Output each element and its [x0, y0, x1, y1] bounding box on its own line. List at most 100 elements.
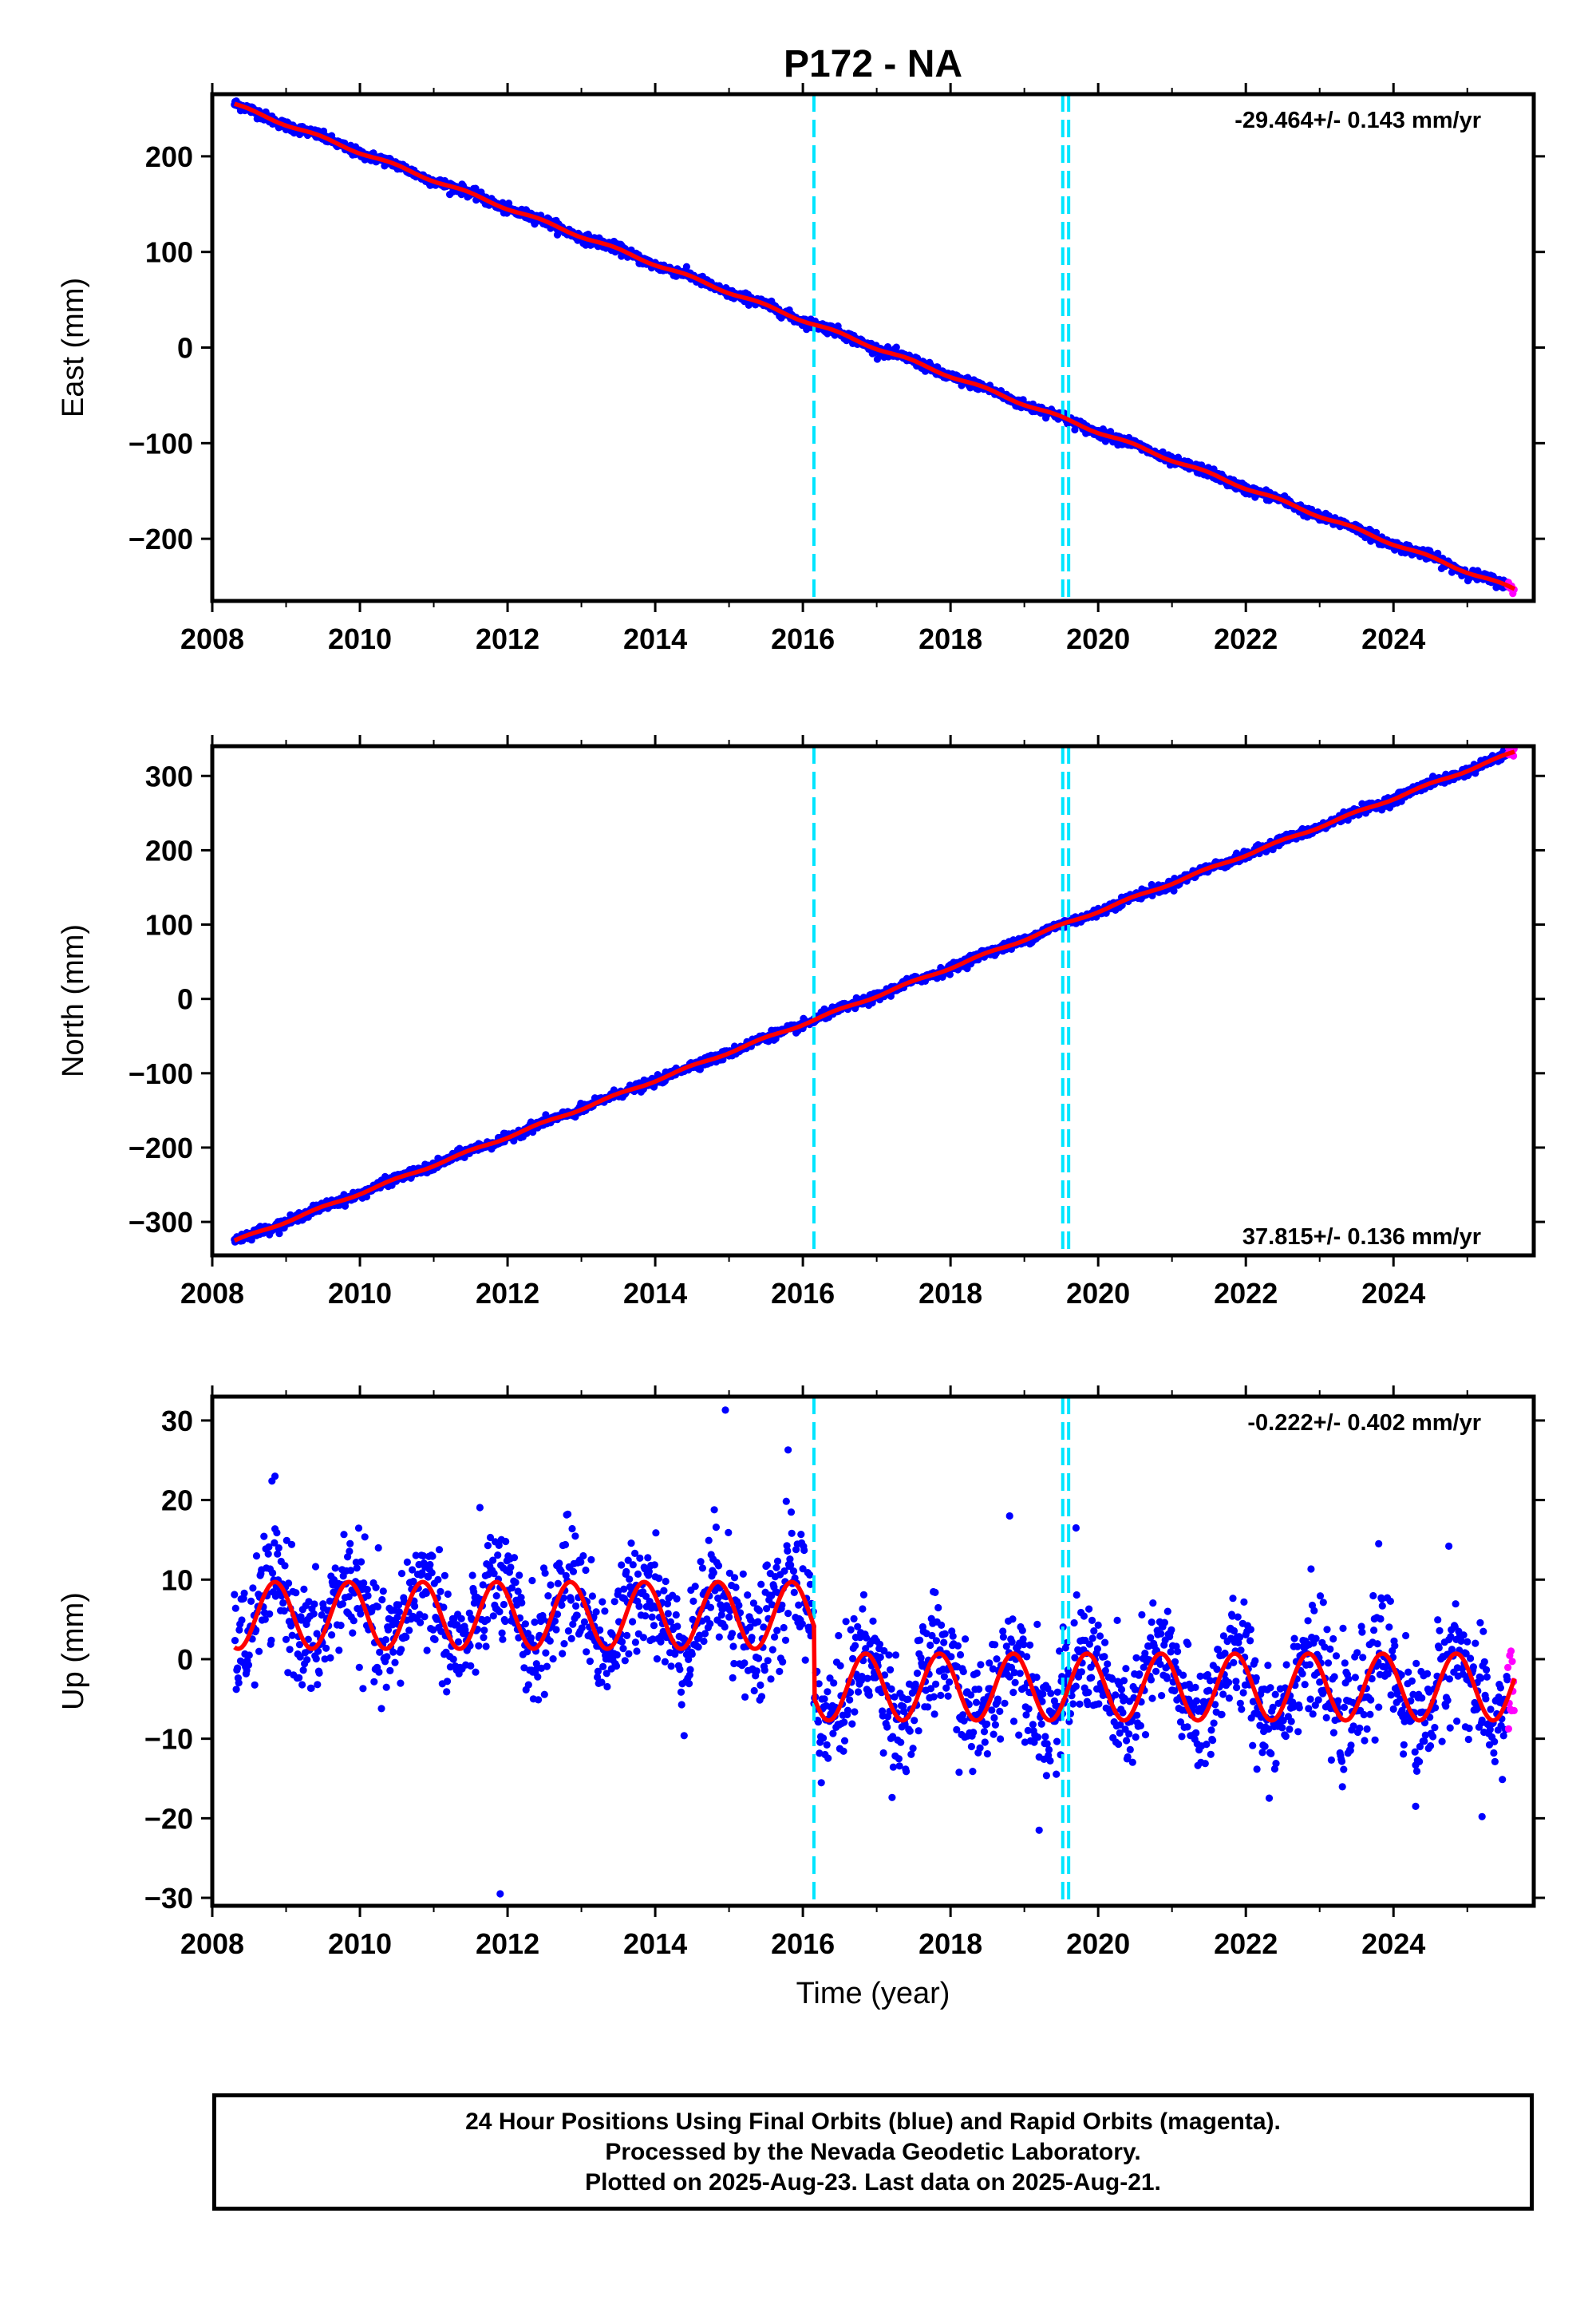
x-tick-label: 2018	[918, 622, 982, 655]
final-orbit-point	[706, 1603, 715, 1611]
final-orbit-point	[373, 1603, 381, 1611]
final-orbit-point	[285, 1579, 293, 1587]
final-orbit-point	[255, 1647, 263, 1655]
final-orbit-point	[689, 1597, 697, 1605]
final-orbit-point	[490, 1570, 498, 1578]
final-orbit-point	[244, 1661, 253, 1669]
final-orbit-point	[314, 1681, 322, 1689]
final-orbit-point	[234, 1664, 242, 1672]
x-tick-label: 2020	[1066, 622, 1130, 655]
final-orbit-point	[494, 1551, 502, 1559]
final-orbit-point	[680, 1732, 688, 1740]
final-orbit-point	[249, 1584, 257, 1592]
final-orbit-point	[568, 1524, 576, 1533]
final-orbit-point	[275, 1230, 283, 1238]
final-orbit-point	[650, 1622, 658, 1630]
final-orbit-point	[629, 1618, 637, 1626]
final-orbit-point	[231, 1591, 239, 1599]
final-orbit-point	[710, 1506, 718, 1514]
final-orbit-point	[682, 263, 691, 271]
final-orbit-point	[691, 1583, 699, 1591]
final-orbit-point	[612, 1662, 621, 1670]
x-tick-label: 2022	[1214, 1277, 1278, 1310]
final-orbit-point	[231, 1637, 239, 1645]
final-orbit-point	[429, 1552, 437, 1560]
final-orbit-point	[564, 1627, 573, 1635]
x-tick-label: 2010	[328, 1277, 392, 1310]
final-orbit-point	[397, 1646, 405, 1654]
final-orbit-point	[238, 1616, 246, 1624]
final-orbit-point	[528, 1576, 536, 1585]
final-orbit-point	[359, 1685, 367, 1693]
final-orbit-point	[303, 1656, 311, 1664]
final-orbit-point	[698, 1564, 707, 1572]
final-orbit-point	[518, 1599, 526, 1607]
final-orbit-point	[288, 1631, 296, 1639]
x-tick-label: 2018	[918, 1277, 982, 1310]
final-orbit-point	[544, 1592, 552, 1600]
final-orbit-point	[382, 1683, 390, 1691]
final-orbit-point	[300, 1585, 308, 1593]
final-orbit-point	[245, 1651, 253, 1659]
final-orbit-point	[353, 1564, 361, 1572]
final-orbit-point	[350, 1617, 358, 1625]
final-orbit-point	[648, 1613, 656, 1621]
final-orbit-point	[678, 1701, 685, 1709]
final-orbit-point	[664, 1610, 672, 1618]
final-orbit-point	[498, 1629, 506, 1637]
final-orbit-point	[467, 1662, 475, 1670]
final-orbit-point	[601, 1607, 609, 1615]
final-orbit-point	[653, 1655, 662, 1663]
final-orbit-point	[381, 1636, 389, 1644]
final-orbit-point	[629, 1561, 637, 1569]
final-orbit-point	[269, 1569, 277, 1577]
final-orbit-point	[383, 1653, 391, 1661]
final-orbit-point	[484, 1616, 492, 1624]
final-orbit-point	[705, 1536, 713, 1544]
final-orbit-point	[636, 1554, 644, 1562]
final-orbit-point	[435, 1546, 444, 1554]
figure-title: P172 - NA	[784, 43, 962, 85]
final-orbit-point	[527, 1634, 535, 1642]
final-orbit-point	[642, 1612, 650, 1620]
final-orbit-point	[411, 1602, 419, 1611]
model-fit-line	[233, 749, 1515, 1243]
final-orbit-point	[311, 1563, 320, 1571]
final-orbit-point	[583, 1648, 591, 1656]
final-orbit-point	[613, 1651, 621, 1659]
final-orbit-point	[652, 1529, 660, 1537]
final-orbit-point	[298, 1681, 306, 1689]
final-orbit-point	[264, 1550, 272, 1558]
final-orbit-point	[235, 1679, 243, 1687]
final-orbit-point	[603, 1682, 611, 1691]
x-tick-label: 2016	[771, 1277, 835, 1310]
final-orbit-point	[677, 1688, 685, 1696]
y-tick-label: −100	[128, 1057, 193, 1090]
final-orbit-point	[579, 1551, 587, 1560]
x-tick-label: 2012	[476, 622, 539, 655]
final-orbit-point	[598, 1598, 606, 1606]
final-orbit-point	[286, 1646, 294, 1654]
final-orbit-point	[541, 1569, 549, 1577]
final-orbit-point	[251, 1681, 259, 1689]
final-orbit-point	[457, 1614, 465, 1622]
final-orbit-point	[561, 1540, 570, 1549]
final-orbit-point	[592, 1608, 600, 1616]
final-orbit-point	[274, 1550, 282, 1558]
final-orbit-point	[282, 1635, 290, 1643]
final-orbit-point	[331, 1564, 339, 1572]
final-orbit-point	[310, 1610, 318, 1618]
final-orbit-point	[358, 1558, 365, 1566]
final-orbit-point	[619, 1645, 627, 1653]
final-orbit-point	[266, 1610, 274, 1618]
final-orbit-point	[510, 1554, 519, 1562]
final-orbit-point	[667, 1662, 675, 1670]
final-orbit-point	[631, 1638, 640, 1646]
y-tick-label: 100	[145, 236, 193, 269]
final-orbit-point	[618, 1561, 626, 1569]
final-orbit-point	[571, 1532, 579, 1540]
final-orbit-point	[377, 1705, 385, 1713]
final-orbit-point	[281, 1562, 289, 1570]
final-orbit-point	[500, 1600, 508, 1609]
